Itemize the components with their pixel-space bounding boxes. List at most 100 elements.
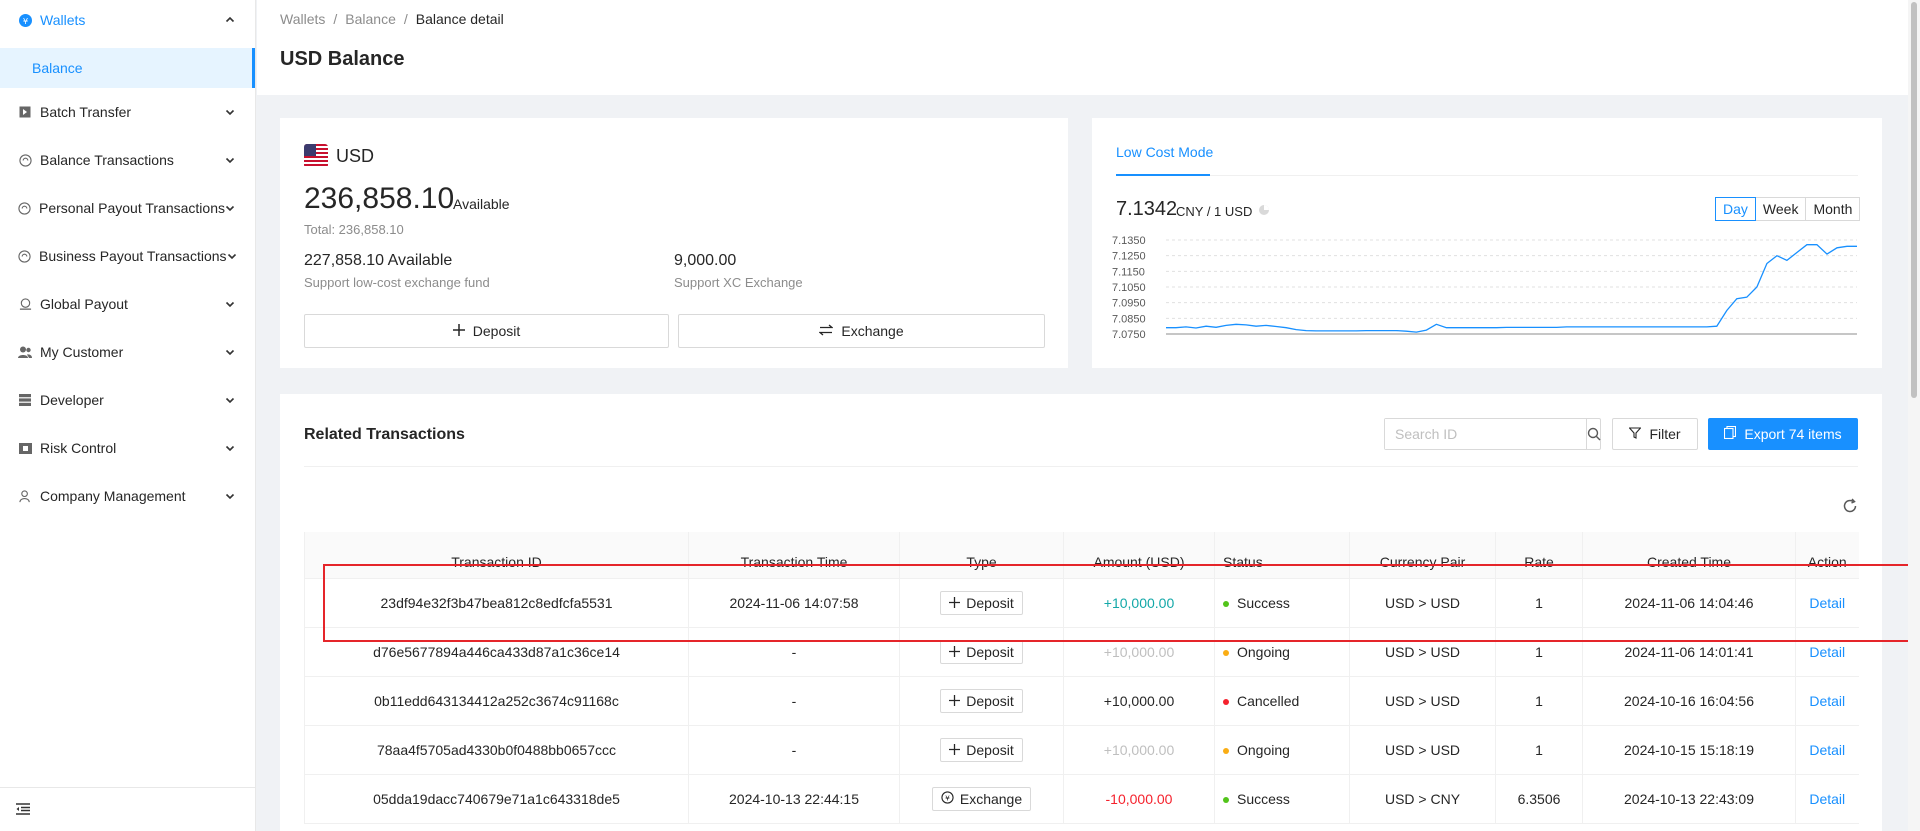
y-tick-label: 7.1350 (1112, 235, 1146, 247)
plus-icon (949, 742, 961, 758)
export-button[interactable]: Export 74 items (1708, 418, 1858, 450)
sidebar-item-label: Global Payout (40, 296, 128, 312)
rate-value: 7.1342 (1116, 198, 1178, 220)
chevron-down-icon (225, 395, 235, 405)
sidebar-item-business-payout[interactable]: Business Payout Transactions (0, 232, 255, 280)
type-tag[interactable]: Deposit (940, 737, 1023, 762)
type-tag[interactable]: Deposit (940, 688, 1023, 713)
cell-status: Success (1214, 578, 1350, 628)
type-tag[interactable]: ¥ Exchange (931, 786, 1032, 811)
detail-link[interactable]: Detail (1809, 790, 1846, 807)
type-label: Exchange (959, 790, 1023, 807)
cell-type: Deposit (899, 627, 1064, 677)
search-input[interactable] (1385, 419, 1586, 449)
type-tag[interactable]: Deposit (940, 590, 1023, 615)
sidebar-item-personal-payout[interactable]: Personal Payout Transactions (0, 184, 255, 232)
cell-transaction-id: 05dda19dacc740679e71a1c643318de5 (304, 774, 689, 824)
chevron-down-icon (225, 299, 235, 309)
cell-currency-pair: USD > USD (1349, 676, 1496, 726)
cell-currency-pair: USD > USD (1349, 725, 1496, 775)
cell-type: ¥ Exchange (899, 774, 1064, 824)
col-status: Status (1214, 532, 1350, 579)
currency-code: USD (336, 146, 375, 166)
globe-hand-icon (18, 297, 32, 311)
cell-type: Deposit (899, 725, 1064, 775)
breadcrumb-balance[interactable]: Balance (345, 11, 396, 27)
detail-link[interactable]: Detail (1809, 692, 1846, 709)
chevron-up-icon (225, 15, 235, 25)
status-dot (1223, 747, 1229, 754)
sidebar-item-risk-control[interactable]: Risk Control (0, 424, 255, 472)
tab-low-cost-mode[interactable]: Low Cost Mode (1116, 144, 1214, 160)
refresh-button[interactable] (1842, 498, 1858, 514)
cell-currency-pair: USD > USD (1349, 627, 1496, 677)
detail-link[interactable]: Detail (1809, 594, 1846, 611)
transactions-table: Transaction ID Transaction Time Type Amo… (304, 532, 1859, 824)
balance-card: USD 236,858.10 Available Total: 236,858.… (280, 118, 1068, 368)
sidebar-item-wallets[interactable]: ¥ Wallets (0, 0, 255, 40)
xc-label: Support XC Exchange (674, 275, 803, 290)
export-icon (1724, 425, 1737, 442)
cell-action: Detail (1795, 774, 1859, 824)
refresh-circle-icon (18, 201, 31, 215)
xc-amount: 9,000.00 (674, 252, 737, 269)
status-dot (1223, 649, 1229, 656)
cell-transaction-id: 23df94e32f3b47bea812c8edfcfa5531 (304, 578, 689, 628)
status-badge: Ongoing (1237, 741, 1290, 758)
us-flag-icon (304, 144, 328, 168)
sidebar-item-balance[interactable]: Balance (0, 48, 255, 88)
deposit-button[interactable]: Deposit (304, 314, 669, 348)
page-scrollbar[interactable] (1908, 0, 1920, 831)
search-icon (1587, 427, 1601, 441)
cell-type: Deposit (899, 578, 1064, 628)
status-dot (1223, 796, 1229, 803)
sidebar-item-developer[interactable]: Developer (0, 376, 255, 424)
cell-status: Cancelled (1214, 676, 1350, 726)
chevron-down-icon (225, 443, 235, 453)
exchange-button[interactable]: Exchange (678, 314, 1045, 348)
range-selector: Day Week Month (1715, 197, 1861, 221)
sidebar-item-my-customer[interactable]: My Customer (0, 328, 255, 376)
sidebar-item-global-payout[interactable]: Global Payout (0, 280, 255, 328)
filter-label: Filter (1649, 426, 1681, 442)
cell-rate: 1 (1495, 725, 1583, 775)
y-tick-label: 7.0750 (1112, 329, 1146, 341)
plus-icon (949, 693, 961, 709)
detail-link[interactable]: Detail (1809, 741, 1846, 758)
refresh-circle-icon (18, 153, 32, 167)
deposit-label: Deposit (472, 323, 521, 339)
chevron-down-icon (225, 203, 235, 213)
sidebar-collapse-button[interactable] (0, 787, 255, 831)
batch-icon (18, 105, 32, 119)
range-week-button[interactable]: Week (1754, 197, 1807, 221)
sidebar: ¥ Wallets Balance Batch Transfer Balance… (0, 0, 256, 831)
status-dot (1223, 600, 1229, 607)
range-day-button[interactable]: Day (1715, 197, 1756, 221)
cell-rate: 1 (1495, 627, 1583, 677)
sidebar-item-balance-transactions[interactable]: Balance Transactions (0, 136, 255, 184)
sidebar-item-label: Business Payout Transactions (39, 248, 227, 264)
cell-created-time: 2024-10-13 22:43:09 (1582, 774, 1796, 824)
search-button[interactable] (1586, 419, 1601, 449)
cell-transaction-time: - (688, 676, 900, 726)
breadcrumb-wallets[interactable]: Wallets (280, 11, 326, 27)
sidebar-item-company-management[interactable]: Company Management (0, 472, 255, 520)
filter-button[interactable]: Filter (1612, 418, 1698, 450)
chevron-down-icon (225, 155, 235, 165)
chevron-down-icon (225, 491, 235, 501)
cell-transaction-time: - (688, 725, 900, 775)
filter-icon (1628, 426, 1643, 442)
available-amount: 236,858.10 (304, 182, 455, 215)
col-transaction-time: Transaction Time (688, 532, 900, 579)
cell-status: Ongoing (1214, 627, 1350, 677)
range-month-button[interactable]: Month (1805, 197, 1861, 221)
plus-icon (949, 644, 961, 660)
scrollbar-thumb[interactable] (1911, 2, 1917, 398)
sidebar-item-label: Balance (32, 60, 83, 76)
sidebar-item-batch-transfer[interactable]: Batch Transfer (0, 88, 255, 136)
rate-series-line (1166, 244, 1857, 333)
type-tag[interactable]: Deposit (940, 639, 1023, 664)
loading-icon (1258, 204, 1270, 219)
detail-link[interactable]: Detail (1809, 643, 1846, 660)
cell-action: Detail (1795, 725, 1859, 775)
